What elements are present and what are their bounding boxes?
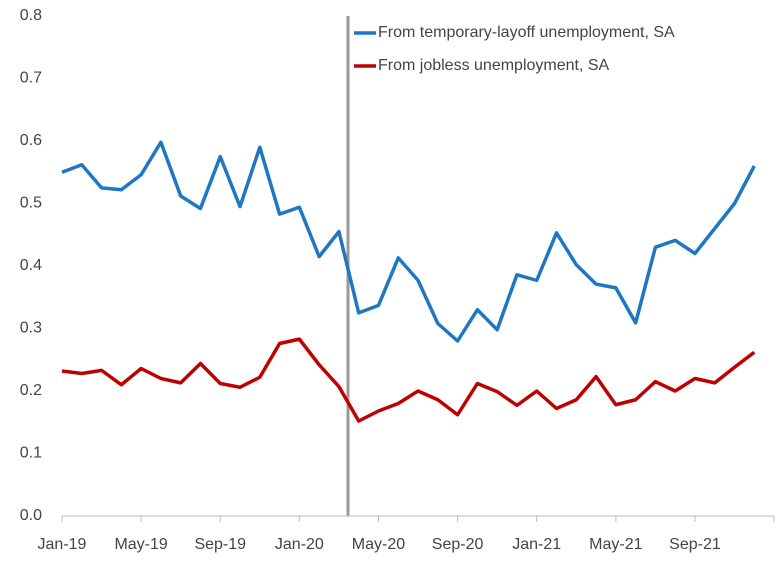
- x-tick-label: Jan-19: [38, 536, 87, 553]
- series-line: [61, 337, 756, 423]
- y-tick-label: 0.0: [20, 507, 42, 524]
- y-tick-label: 0.7: [20, 70, 42, 87]
- legend-label: From temporary-layoff unemployment, SA: [378, 24, 675, 41]
- x-tick-label: Sep-19: [194, 536, 246, 553]
- x-tick-label: May-20: [352, 536, 405, 553]
- x-tick-label: Sep-21: [669, 536, 721, 553]
- series-line: [61, 140, 756, 343]
- x-tick-label: Sep-20: [432, 536, 484, 553]
- y-tick-label: 0.3: [20, 320, 42, 337]
- x-tick-label: Jan-21: [512, 536, 561, 553]
- y-tick-label: 0.1: [20, 445, 42, 462]
- y-tick-label: 0.2: [20, 382, 42, 399]
- x-tick-label: May-19: [114, 536, 167, 553]
- y-tick-label: 0.6: [20, 132, 42, 149]
- y-tick-label: 0.8: [20, 7, 42, 24]
- x-tick-label: Jan-20: [275, 536, 324, 553]
- legend-label: From jobless unemployment, SA: [378, 57, 610, 74]
- y-tick-label: 0.4: [20, 257, 42, 274]
- x-tick-label: May-21: [589, 536, 642, 553]
- y-tick-label: 0.5: [20, 195, 42, 212]
